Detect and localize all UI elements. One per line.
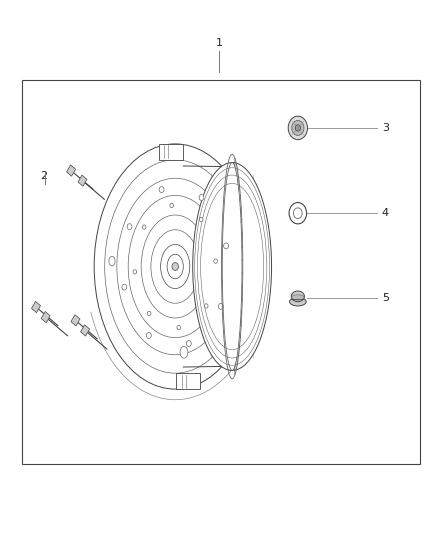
Circle shape [142,225,146,229]
Bar [176,373,200,389]
Circle shape [147,311,151,316]
Circle shape [187,341,191,346]
Ellipse shape [193,163,272,370]
Bar [22,80,420,464]
Circle shape [289,203,307,224]
Circle shape [199,195,204,200]
Bar [159,144,183,160]
Polygon shape [32,301,41,313]
Circle shape [177,325,180,330]
Text: 2: 2 [40,171,47,181]
Circle shape [224,243,229,249]
Circle shape [295,125,300,131]
Circle shape [214,259,217,263]
Text: 4: 4 [382,208,389,218]
Circle shape [127,224,132,230]
Text: 1: 1 [215,38,223,47]
Circle shape [146,333,151,338]
Ellipse shape [117,178,233,355]
Polygon shape [78,175,87,187]
Ellipse shape [94,144,256,389]
Ellipse shape [128,196,222,337]
Circle shape [122,284,127,290]
Text: 5: 5 [382,294,389,303]
Ellipse shape [167,254,184,279]
Ellipse shape [292,295,304,300]
Circle shape [170,203,173,208]
Circle shape [133,270,137,274]
Ellipse shape [151,230,200,303]
Circle shape [292,120,304,135]
Polygon shape [81,325,90,336]
Polygon shape [71,314,80,326]
Ellipse shape [290,297,306,306]
Polygon shape [67,165,76,176]
Text: 3: 3 [382,123,389,133]
Circle shape [199,217,203,222]
Ellipse shape [105,160,246,373]
Ellipse shape [109,256,115,266]
Circle shape [288,116,307,140]
Ellipse shape [161,245,190,288]
Polygon shape [41,311,50,323]
Circle shape [172,263,178,270]
Circle shape [205,304,208,308]
Circle shape [159,187,164,192]
Circle shape [219,303,223,309]
Ellipse shape [180,346,188,358]
Ellipse shape [141,215,209,318]
Ellipse shape [291,291,304,302]
Circle shape [293,208,302,219]
